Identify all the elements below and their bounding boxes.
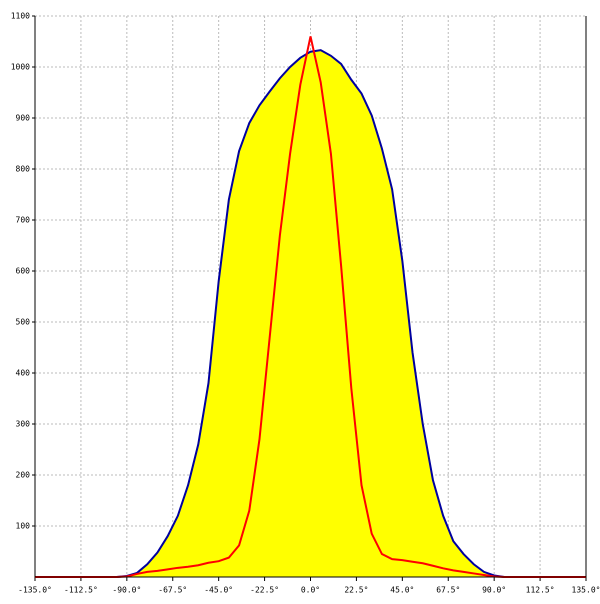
x-tick-label: 135.0° (572, 586, 600, 595)
y-tick-label: 1100 (11, 12, 30, 21)
y-tick-label: 200 (16, 471, 31, 480)
x-tick-label: -67.5° (158, 586, 187, 595)
y-tick-label: 100 (16, 522, 31, 531)
x-tick-label: -135.0° (18, 586, 52, 595)
x-tick-label: 90.0° (482, 586, 506, 595)
y-tick-label: 700 (16, 216, 31, 225)
y-tick-label: 600 (16, 267, 31, 276)
y-tick-label: 500 (16, 318, 31, 327)
x-tick-label: 45.0° (390, 586, 414, 595)
y-tick-label: 1000 (11, 63, 30, 72)
y-tick-label: 300 (16, 420, 31, 429)
x-tick-label: 112.5° (526, 586, 555, 595)
y-tick-label: 400 (16, 369, 31, 378)
area-fill (35, 50, 586, 578)
y-tick-label: 900 (16, 114, 31, 123)
x-tick-label: -90.0° (112, 586, 141, 595)
x-tick-label: 0.0° (301, 586, 320, 595)
x-tick-label: -22.5° (250, 586, 279, 595)
x-tick-label: -112.5° (64, 586, 98, 595)
line (35, 36, 586, 578)
x-tick-label: 67.5° (436, 586, 460, 595)
x-tick-label: 22.5° (344, 586, 368, 595)
x-tick-label: -45.0° (204, 586, 233, 595)
y-tick-label: 800 (16, 165, 31, 174)
